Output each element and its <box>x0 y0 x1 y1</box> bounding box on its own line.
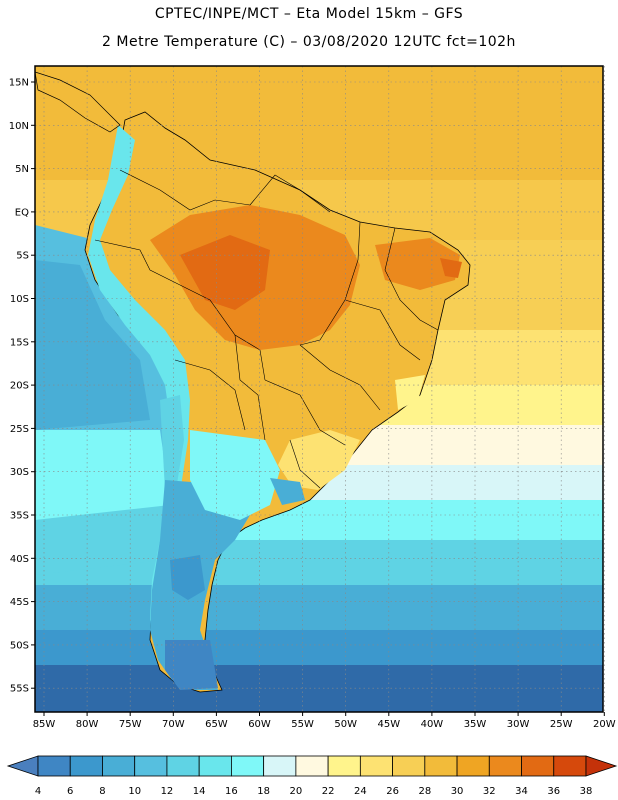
latitude-label: 5N <box>15 164 29 175</box>
pacific-midlat <box>35 430 170 520</box>
colorbar-swatch <box>553 755 587 777</box>
longitude-label: 65W <box>205 719 228 730</box>
colorbar-label: 6 <box>67 786 73 797</box>
colorbar-label: 30 <box>451 786 464 797</box>
colorbar-swatch <box>359 755 393 777</box>
latitude-label: 10N <box>9 121 29 132</box>
longitude-label: 25W <box>550 719 573 730</box>
colorbar-label: 28 <box>418 786 431 797</box>
colorbar-label: 20 <box>290 786 303 797</box>
colorbar-label: 10 <box>128 786 141 797</box>
latitude-labels: 15N 10N 5N EQ 5S 10S 15S 20S 25S 30S 35S 40S 45S 50S 5… <box>9 78 35 695</box>
colorbar-swatch <box>392 755 426 777</box>
longitude-labels: 85W 80W 75W 70W 65W 60W 55W 50W 45W 40W 35W 30W 25W 2… <box>33 712 616 730</box>
colorbar: 4 6 8 10 12 14 16 18 20 22 24 26 28 30 32 34 36 38 <box>6 755 618 797</box>
colorbar-label: 8 <box>99 786 105 797</box>
rio-de-la-plata <box>270 478 305 505</box>
colorbar-label: 14 <box>193 786 206 797</box>
colorbar-swatch <box>134 755 168 777</box>
colorbar-label: 26 <box>386 786 399 797</box>
pampas-cool <box>190 430 280 520</box>
colorbar-swatch <box>231 755 265 777</box>
longitude-label: 50W <box>334 719 357 730</box>
colorbar-label: 22 <box>322 786 335 797</box>
longitude-label: 60W <box>248 719 271 730</box>
latitude-label: 35S <box>10 511 29 522</box>
longitude-label: 20W <box>593 719 616 730</box>
latitude-label: 45S <box>10 597 29 608</box>
longitude-label: 30W <box>507 719 530 730</box>
colorbar-label: 18 <box>257 786 270 797</box>
latitude-label: 5S <box>16 251 29 262</box>
colorbar-label: 16 <box>225 786 238 797</box>
latitude-label: 50S <box>10 640 29 651</box>
colorbar-high-arrow <box>585 755 618 777</box>
pacific-south-a <box>35 505 170 575</box>
longitude-label: 70W <box>162 719 185 730</box>
longitude-label: 35W <box>464 719 487 730</box>
latitude-label: EQ <box>15 207 29 218</box>
country-borders <box>94 169 439 489</box>
colorbar-swatch <box>327 755 361 777</box>
latitude-label: 25S <box>10 424 29 435</box>
ocean-south-b <box>35 630 603 670</box>
colorbar-label: 38 <box>580 786 593 797</box>
longitude-label: 75W <box>119 719 142 730</box>
interior-hottest-zone <box>180 235 270 310</box>
longitude-label: 80W <box>76 719 99 730</box>
colorbar-swatch <box>263 755 297 777</box>
latitude-label: 55S <box>10 684 29 695</box>
colorbar-swatch <box>456 755 490 777</box>
colorbar-swatch <box>102 755 136 777</box>
longitude-label: 40W <box>421 719 444 730</box>
map-title-line-1: CPTEC/INPE/MCT – Eta Model 15km – GFS <box>154 6 464 22</box>
south-brazil-mild <box>278 430 360 490</box>
latitude-label: 20S <box>10 381 29 392</box>
tierra-del-fuego <box>165 640 218 690</box>
southeast-coast-mild <box>395 375 425 410</box>
colorbar-swatch <box>166 755 200 777</box>
colorbar-label: 36 <box>547 786 560 797</box>
colorbar-swatch <box>295 755 329 777</box>
colorbar-label: 32 <box>483 786 496 797</box>
northeast-hottest-spot <box>440 258 462 278</box>
colorbar-label: 12 <box>161 786 174 797</box>
northeast-hot-zone <box>375 238 460 290</box>
colorbar-swatch <box>198 755 232 777</box>
colorbar-swatch <box>69 755 103 777</box>
longitude-label: 45W <box>377 719 400 730</box>
patagonia-cold-core <box>170 555 205 600</box>
graticule <box>35 66 605 712</box>
map-frame <box>34 65 604 713</box>
colorbar-swatch <box>37 755 71 777</box>
longitude-label: 55W <box>291 719 314 730</box>
colorbar-label: 34 <box>515 786 528 797</box>
pacific-cool-core <box>35 260 150 430</box>
colorbar-low-arrow <box>6 755 39 777</box>
colorbar-swatch <box>424 755 458 777</box>
latitude-label: 30S <box>10 467 29 478</box>
map-title-line-2: 2 Metre Temperature (C) – 03/08/2020 12U… <box>102 34 516 50</box>
ocean-south-a <box>35 585 603 635</box>
colorbar-label: 24 <box>354 786 367 797</box>
colorbar-swatch <box>521 755 555 777</box>
latitude-label: 40S <box>10 554 29 565</box>
latitude-label: 10S <box>10 294 29 305</box>
longitude-label: 85W <box>33 719 56 730</box>
central-america <box>35 71 121 133</box>
colorbar-label: 4 <box>35 786 41 797</box>
latitude-label: 15S <box>10 337 29 348</box>
latitude-label: 15N <box>9 78 29 89</box>
central-andes-colder <box>160 395 184 490</box>
colorbar-swatch <box>488 755 522 777</box>
